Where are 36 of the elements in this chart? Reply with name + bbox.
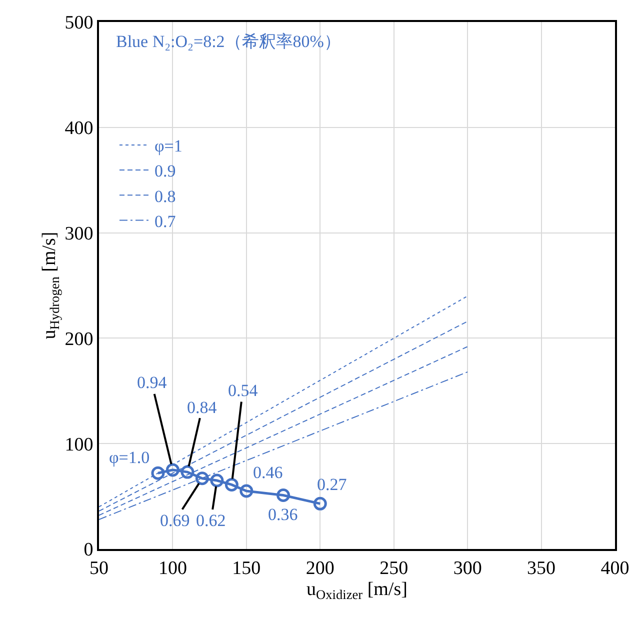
y-tick-label: 500 [64, 12, 94, 34]
annotation: φ=1.0 [109, 448, 150, 467]
annotation: 0.84 [187, 398, 218, 417]
x-axis-title: u$_{Oxidizer}$ [m/s] [306, 579, 408, 602]
point [166, 463, 180, 477]
point [180, 465, 194, 479]
x-tick-label: 300 [453, 558, 482, 579]
x-tick-label: 350 [527, 558, 556, 579]
point [240, 484, 254, 498]
legend-label: 0.7 [154, 212, 176, 231]
legend-label: φ=1 [154, 136, 182, 156]
y-tick-label: 400 [64, 118, 94, 140]
x-tick-label: 100 [158, 558, 187, 579]
annotation: 0.36 [268, 505, 298, 524]
legend-label: 0.8 [154, 186, 176, 206]
annotation: 0.69 [160, 511, 190, 530]
annotation: 0.46 [253, 463, 283, 482]
x-tick-label: 250 [380, 558, 408, 579]
annotation: Blue N₂:O₂=8:2（希釈率80%） [116, 32, 341, 51]
point [210, 474, 224, 488]
x-tick-label: 200 [306, 558, 334, 579]
legend-label: 0.9 [154, 162, 176, 181]
annotation: 0.27 [317, 475, 348, 494]
annotation: 0.94 [137, 373, 168, 392]
x-tick-label: 150 [232, 558, 261, 579]
point [276, 488, 290, 502]
point [313, 496, 327, 510]
y-tick-label: 200 [64, 328, 94, 350]
y-tick-label: 100 [64, 434, 94, 456]
point [195, 472, 209, 486]
annotation: 0.62 [196, 511, 226, 530]
annotation: 0.54 [228, 381, 258, 400]
y-tick-label: 300 [64, 223, 94, 244]
point [224, 478, 238, 492]
point [151, 466, 165, 480]
x-tick-label: 400 [600, 558, 630, 579]
